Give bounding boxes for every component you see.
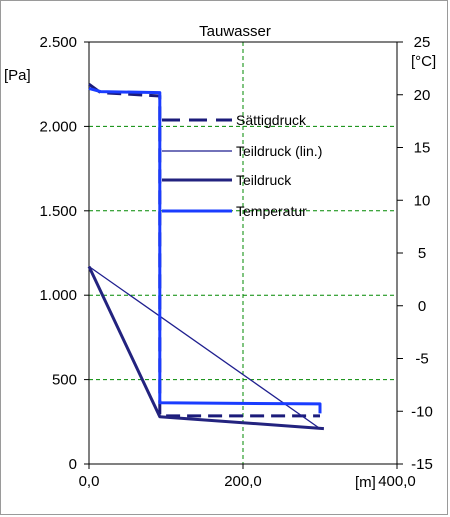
series-line-2 [87,265,325,431]
legend-label-2: Teildruck [236,172,292,188]
x-tick-label: 0,0 [79,473,100,490]
y2-axis-label: [°C] [411,53,436,70]
y2-tick-label: 20 [414,87,431,104]
y2-tick-label: 15 [414,140,431,157]
series-layer [87,82,325,431]
x-tick-label: 400,0 [378,473,416,490]
y-axis-label: [Pa] [4,67,31,84]
legend: Sättigdruck Teildruck (lin.) Teildruck Temp… [162,112,322,219]
legend-label-3: Temperatur [236,203,307,219]
grid-layer [89,42,397,464]
y-tick-label: 500 [52,372,77,389]
x-tick-label: 200,0 [224,473,262,490]
series-line-0 [88,82,320,418]
chart-title: Tauwasser [199,23,271,40]
y-tick-label: 1.000 [39,287,77,304]
legend-label-1: Teildruck (lin.) [236,143,322,159]
x-axis-label: [m] [355,474,376,491]
y-tick-label: 2.000 [39,118,77,135]
series-line-1 [88,265,321,430]
y-tick-label: 1.500 [39,203,77,220]
y2-tick-label: 10 [414,192,431,209]
y2-tick-label: -5 [415,351,428,368]
y2-tick-label: -10 [411,403,433,420]
series-line-3 [88,86,322,414]
axis-layer: 0 500 1.000 1.500 2.000 2.500 0,0 200,0 400,0-15… [39,34,432,490]
legend-label-0: Sättigdruck [236,112,307,128]
y-tick-label: 2.500 [39,34,77,51]
y2-tick-label: 0 [418,298,426,315]
y-tick-label: 0 [69,456,77,473]
y2-tick-label: 25 [414,34,431,51]
y2-tick-label: 5 [418,245,426,262]
y2-tick-label: -15 [411,456,433,473]
